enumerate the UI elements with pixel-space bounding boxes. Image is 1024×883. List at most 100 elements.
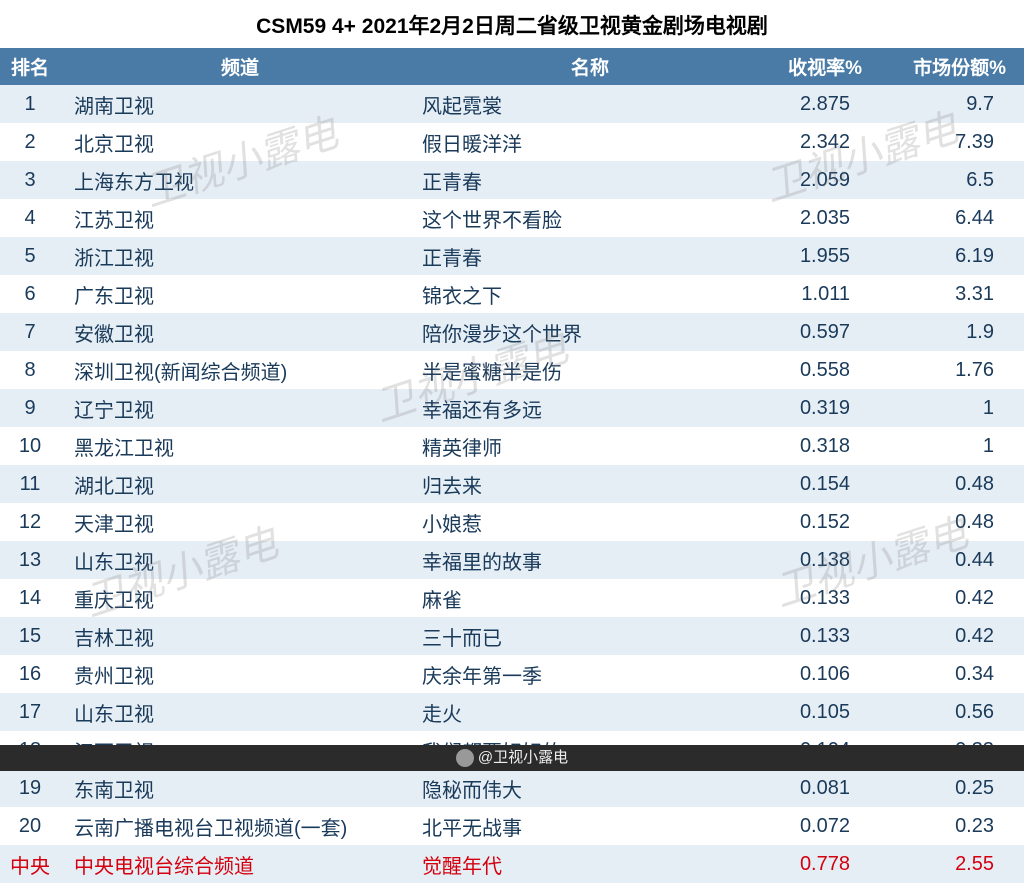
cell-share: 1	[890, 427, 1024, 465]
table-row: 19东南卫视隐秘而伟大0.0810.25	[0, 769, 1024, 807]
cell-rank: 1	[0, 85, 60, 123]
cell-rank: 6	[0, 275, 60, 313]
cell-channel: 天津卫视	[60, 503, 420, 541]
cell-rank: 11	[0, 465, 60, 503]
col-header-share: 市场份额%	[890, 48, 1024, 85]
cell-channel: 上海东方卫视	[60, 161, 420, 199]
cell-channel: 吉林卫视	[60, 617, 420, 655]
cell-share: 9.7	[890, 85, 1024, 123]
cell-channel: 湖北卫视	[60, 465, 420, 503]
table-row: 15吉林卫视三十而已0.1330.42	[0, 617, 1024, 655]
table-row: 14重庆卫视麻雀0.1330.42	[0, 579, 1024, 617]
avatar-icon	[456, 749, 474, 767]
cell-rank: 9	[0, 389, 60, 427]
cell-name: 隐秘而伟大	[420, 769, 760, 807]
table-row: 5浙江卫视正青春1.9556.19	[0, 237, 1024, 275]
cell-name: 正青春	[420, 237, 760, 275]
cell-channel: 山东卫视	[60, 693, 420, 731]
cell-name: 走火	[420, 693, 760, 731]
cell-rank: 10	[0, 427, 60, 465]
cell-name: 半是蜜糖半是伤	[420, 351, 760, 389]
col-header-rank: 排名	[0, 48, 60, 85]
cell-channel: 广东卫视	[60, 275, 420, 313]
cell-name: 麻雀	[420, 579, 760, 617]
table-row: 17山东卫视走火0.1050.56	[0, 693, 1024, 731]
cell-rating: 2.875	[760, 85, 890, 123]
table-row: 6广东卫视锦衣之下1.0113.31	[0, 275, 1024, 313]
cell-share: 0.34	[890, 655, 1024, 693]
cell-rating: 0.319	[760, 389, 890, 427]
table-row: 中央中央电视台综合频道觉醒年代0.7782.55	[0, 845, 1024, 883]
cell-share: 6.5	[890, 161, 1024, 199]
cell-share: 0.56	[890, 693, 1024, 731]
cell-rank: 12	[0, 503, 60, 541]
cell-rank: 13	[0, 541, 60, 579]
report-title: CSM59 4+ 2021年2月2日周二省级卫视黄金剧场电视剧	[0, 0, 1024, 48]
cell-share: 2.55	[890, 845, 1024, 883]
cell-name: 锦衣之下	[420, 275, 760, 313]
table-row: 9辽宁卫视幸福还有多远0.3191	[0, 389, 1024, 427]
cell-share: 3.31	[890, 275, 1024, 313]
cell-name: 这个世界不看脸	[420, 199, 760, 237]
cell-rating: 0.558	[760, 351, 890, 389]
cell-rank: 3	[0, 161, 60, 199]
cell-name: 北平无战事	[420, 807, 760, 845]
cell-name: 庆余年第一季	[420, 655, 760, 693]
cell-rating: 0.778	[760, 845, 890, 883]
cell-channel: 中央电视台综合频道	[60, 845, 420, 883]
cell-share: 0.44	[890, 541, 1024, 579]
table-row: 10黑龙江卫视精英律师0.3181	[0, 427, 1024, 465]
col-header-name: 名称	[420, 48, 760, 85]
cell-channel: 东南卫视	[60, 769, 420, 807]
cell-name: 觉醒年代	[420, 845, 760, 883]
ratings-report: CSM59 4+ 2021年2月2日周二省级卫视黄金剧场电视剧 排名 频道 名称…	[0, 0, 1024, 771]
table-row: 7安徽卫视陪你漫步这个世界0.5971.9	[0, 313, 1024, 351]
table-row: 8深圳卫视(新闻综合频道)半是蜜糖半是伤0.5581.76	[0, 351, 1024, 389]
cell-name: 假日暖洋洋	[420, 123, 760, 161]
cell-rating: 0.133	[760, 579, 890, 617]
cell-share: 6.44	[890, 199, 1024, 237]
cell-share: 0.48	[890, 503, 1024, 541]
cell-share: 0.48	[890, 465, 1024, 503]
cell-rank: 16	[0, 655, 60, 693]
cell-share: 7.39	[890, 123, 1024, 161]
cell-share: 0.42	[890, 617, 1024, 655]
table-row: 11湖北卫视归去来0.1540.48	[0, 465, 1024, 503]
cell-rating: 2.342	[760, 123, 890, 161]
cell-name: 小娘惹	[420, 503, 760, 541]
cell-channel: 重庆卫视	[60, 579, 420, 617]
footer-handle: @卫视小露电	[478, 749, 568, 766]
cell-channel: 安徽卫视	[60, 313, 420, 351]
col-header-channel: 频道	[60, 48, 420, 85]
cell-rank: 17	[0, 693, 60, 731]
cell-rank: 20	[0, 807, 60, 845]
cell-channel: 贵州卫视	[60, 655, 420, 693]
table-row: 16贵州卫视庆余年第一季0.1060.34	[0, 655, 1024, 693]
cell-rank: 7	[0, 313, 60, 351]
cell-rank: 15	[0, 617, 60, 655]
table-row: 2北京卫视假日暖洋洋2.3427.39	[0, 123, 1024, 161]
cell-rank: 2	[0, 123, 60, 161]
cell-name: 归去来	[420, 465, 760, 503]
cell-name: 幸福里的故事	[420, 541, 760, 579]
cell-name: 正青春	[420, 161, 760, 199]
cell-channel: 山东卫视	[60, 541, 420, 579]
cell-rating: 0.081	[760, 769, 890, 807]
cell-share: 6.19	[890, 237, 1024, 275]
cell-share: 1.9	[890, 313, 1024, 351]
cell-rank: 5	[0, 237, 60, 275]
cell-share: 0.42	[890, 579, 1024, 617]
cell-share: 1.76	[890, 351, 1024, 389]
cell-rank: 19	[0, 769, 60, 807]
cell-rank: 14	[0, 579, 60, 617]
cell-channel: 黑龙江卫视	[60, 427, 420, 465]
cell-rating: 1.955	[760, 237, 890, 275]
table-row: 1湖南卫视风起霓裳2.8759.7	[0, 85, 1024, 123]
cell-channel: 江苏卫视	[60, 199, 420, 237]
cell-rating: 1.011	[760, 275, 890, 313]
cell-channel: 浙江卫视	[60, 237, 420, 275]
cell-rating: 0.152	[760, 503, 890, 541]
cell-rating: 0.138	[760, 541, 890, 579]
cell-rating: 2.059	[760, 161, 890, 199]
cell-rating: 0.072	[760, 807, 890, 845]
